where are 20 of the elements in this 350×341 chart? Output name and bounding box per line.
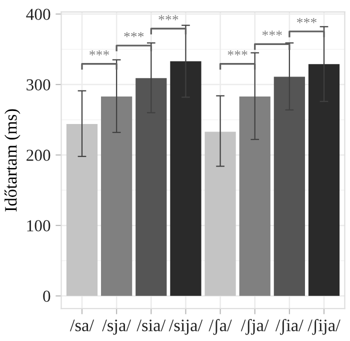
y-tick-label: 300 xyxy=(26,79,50,90)
annotation: *** xyxy=(90,50,110,56)
y-tick-label: 200 xyxy=(26,150,50,161)
y-axis-title: Időtartam (ms) xyxy=(4,109,20,212)
y-tick-label: 400 xyxy=(26,8,50,20)
x-tick-label: /sja/ xyxy=(102,320,132,335)
annotation: *** xyxy=(158,15,178,20)
annotation: *** xyxy=(228,50,248,56)
x-tick-label: /sija/ xyxy=(168,320,203,335)
x-tick-label: /sa/ xyxy=(70,320,94,332)
x-tick-label: /sia/ xyxy=(136,320,166,332)
y-tick-label: 0 xyxy=(43,290,50,302)
x-tick-label: /ʃja/ xyxy=(240,319,269,335)
y-tick-label: 100 xyxy=(27,220,50,232)
annotation: *** xyxy=(296,18,316,24)
annotation: *** xyxy=(262,30,282,36)
x-tick-label: /ʃija/ xyxy=(308,319,340,335)
annotation: *** xyxy=(124,32,144,38)
x-tick-label: /ʃa/ xyxy=(208,319,232,335)
x-tick-label: /ʃia/ xyxy=(275,319,304,335)
